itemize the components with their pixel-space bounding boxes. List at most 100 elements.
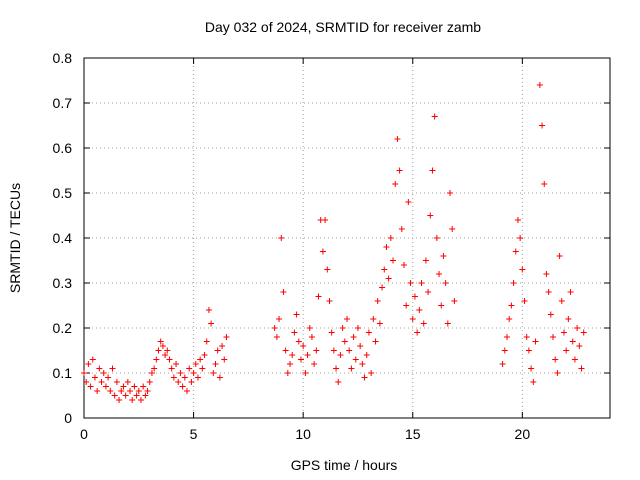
data-point [89,356,96,363]
data-point [144,388,151,394]
data-point [335,379,342,385]
data-point [216,374,223,381]
data-point [83,379,90,385]
data-point [142,392,149,399]
data-point [422,257,429,264]
data-point [558,298,565,304]
data-point [341,338,348,345]
data-point [547,311,554,318]
data-point [449,226,456,232]
data-point [203,338,210,345]
y-tick-label: 0.4 [53,230,73,246]
data-point [223,334,230,340]
data-point [567,289,574,295]
data-point [560,329,567,336]
data-point [429,167,436,174]
data-point [300,343,307,349]
data-point [400,262,407,268]
data-point [543,271,550,277]
data-point [416,307,423,313]
data-point [556,253,563,259]
data-point [302,370,309,376]
data-point [146,379,153,385]
data-point [425,289,432,295]
data-point [105,374,112,381]
data-point [179,383,186,390]
data-point [398,226,405,232]
data-point [87,383,94,390]
data-point [545,289,552,295]
chart-title: Day 032 of 2024, SRMTID for receiver zam… [205,19,481,35]
data-point [363,352,370,358]
data-point [278,235,285,241]
data-point [552,356,559,363]
axis-ticks [83,57,610,419]
y-axis-label: SRMTID / TECUs [7,183,23,293]
data-point [273,334,280,340]
data-point [512,248,519,255]
data-point [190,370,197,376]
data-point [94,388,101,394]
data-point [569,338,576,345]
data-point [374,298,381,304]
data-point [365,329,372,336]
data-point [118,388,125,394]
data-point [571,356,578,363]
data-point [514,217,521,223]
data-point [148,370,155,376]
data-point [282,347,289,354]
data-point [580,329,587,336]
data-point [155,347,162,354]
data-point [438,302,445,309]
data-point [565,316,572,322]
data-point [350,334,357,340]
data-point [210,370,217,376]
data-point [308,334,315,340]
data-point [184,388,191,394]
data-points [81,82,587,403]
grid-lines [84,58,610,418]
data-point [344,316,350,322]
data-point [113,379,120,385]
data-point [295,338,302,345]
data-point [361,374,368,381]
data-point [530,379,537,385]
data-point [194,374,201,381]
data-point [313,347,320,354]
data-point [129,397,136,403]
data-point [436,271,443,277]
data-point [503,334,510,340]
data-point [433,235,440,241]
data-point [324,266,331,273]
data-point [348,365,355,372]
data-point [383,244,390,250]
x-tick-label: 5 [190,426,198,442]
data-point [411,293,418,300]
x-tick-label: 15 [405,426,421,442]
axis-tick-labels: 0 5 10 15 20 0 0.1 0.2 0.3 0.4 0.5 0.6 0.7 0.8 [53,50,531,442]
data-point [510,280,517,286]
data-point [385,275,392,282]
data-point [133,392,140,399]
data-point [289,352,296,358]
plot-frame [83,57,611,419]
data-point [508,302,515,309]
data-point [311,361,318,367]
data-point [111,392,118,399]
data-point [96,365,103,372]
data-point [188,379,195,385]
y-tick-label: 0 [64,410,72,426]
data-point [175,379,182,385]
data-point [357,343,364,349]
data-point [162,352,169,358]
data-point [221,356,228,363]
data-point [98,379,105,385]
data-point [306,325,313,331]
data-point [440,253,447,259]
y-tick-label: 0.5 [53,185,73,201]
data-point [506,316,513,322]
data-point [333,365,340,372]
data-point [271,325,278,331]
data-point [322,217,329,223]
data-point [153,356,160,363]
